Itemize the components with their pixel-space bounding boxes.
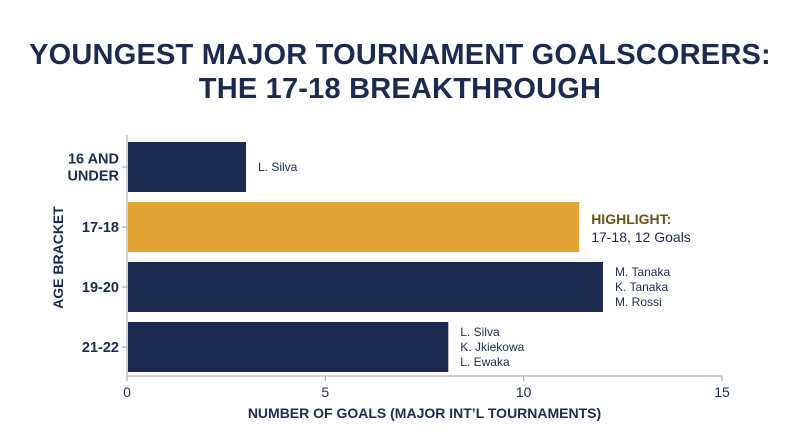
bar-name-label: L. Silva bbox=[258, 160, 298, 174]
bar-name-label: M. Tanaka bbox=[615, 265, 670, 279]
bar bbox=[128, 262, 603, 312]
bar-name-label: L. Silva bbox=[460, 325, 500, 339]
bar bbox=[128, 322, 449, 372]
x-tick-label: 15 bbox=[714, 384, 730, 400]
category-label: 19-20 bbox=[82, 280, 119, 296]
bar bbox=[128, 142, 246, 192]
x-tick-label: 10 bbox=[516, 384, 532, 400]
chart-title: YOUNGEST MAJOR TOURNAMENT GOALSCORERS: T… bbox=[0, 38, 800, 106]
chart-title-line-2: THE 17-18 BREAKTHROUGH bbox=[198, 73, 602, 105]
bar-name-label: K. Jkiekowa bbox=[460, 340, 524, 354]
category-label: UNDER bbox=[67, 169, 119, 185]
bar-name-label: K. Tanaka bbox=[615, 280, 668, 294]
bar bbox=[128, 202, 580, 252]
highlight-heading: HIGHLIGHT: bbox=[591, 211, 671, 227]
chart-title-line-1: YOUNGEST MAJOR TOURNAMENT GOALSCORERS: bbox=[29, 39, 771, 71]
bar-name-label: L. Ewaka bbox=[460, 355, 510, 369]
x-axis-title: NUMBER OF GOALS (MAJOR INT’L TOURNAMENTS… bbox=[248, 405, 601, 421]
category-label: 21-22 bbox=[82, 340, 119, 356]
category-label: 16 AND bbox=[68, 152, 119, 168]
highlight-text: 17-18, 12 Goals bbox=[591, 229, 691, 245]
bar-name-label: M. Rossi bbox=[615, 295, 662, 309]
y-axis-title: AGE BRACKET bbox=[50, 206, 66, 309]
x-tick-label: 0 bbox=[123, 384, 131, 400]
x-tick-label: 5 bbox=[321, 384, 329, 400]
category-label: 17-18 bbox=[82, 220, 119, 236]
